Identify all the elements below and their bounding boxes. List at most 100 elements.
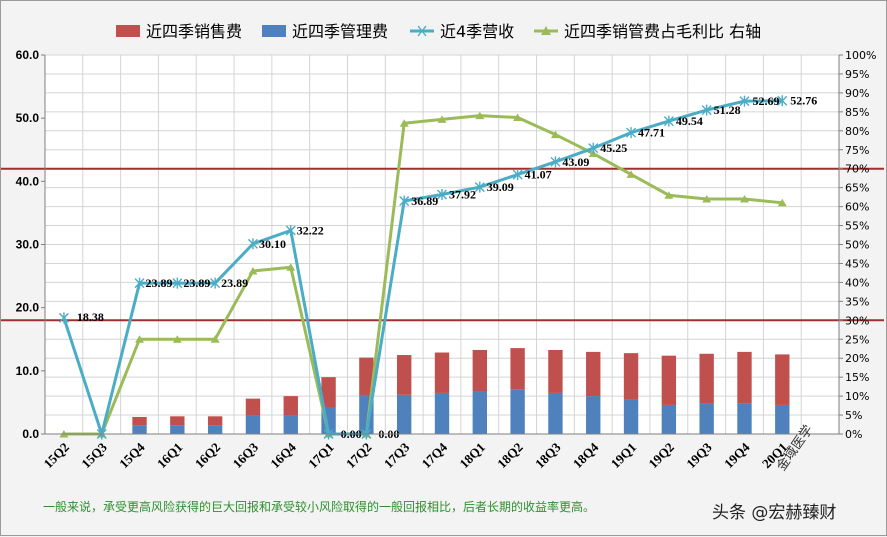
bar-admin-fee	[548, 392, 563, 434]
right-tick-label: 5%	[845, 409, 862, 422]
right-tick-label: 95%	[845, 68, 869, 81]
right-tick-label: 100%	[845, 49, 876, 62]
bar-admin-fee	[283, 415, 298, 434]
bar-sales-fee	[661, 355, 677, 405]
data-label: 30.10	[259, 237, 286, 251]
legend-swatch	[116, 25, 140, 37]
ratio-point-marker	[437, 115, 447, 123]
data-label: 37.92	[449, 187, 476, 201]
legend-label: 近四季管理费	[292, 22, 388, 41]
revenue-point-marker	[247, 238, 258, 250]
ratio-point-marker	[210, 335, 220, 343]
bar-sales-fee	[586, 351, 601, 397]
right-tick-label: 80%	[845, 125, 869, 138]
bar-admin-fee	[170, 425, 185, 434]
x-tick-label: 19Q4	[721, 439, 753, 471]
x-tick-label: 17Q4	[419, 439, 451, 471]
x-tick-label: 19Q3	[683, 439, 715, 471]
right-tick-label: 90%	[845, 87, 869, 100]
watermark: 头条 @宏赫臻财	[712, 503, 837, 523]
bar-sales-fee	[170, 416, 185, 426]
right-tick-label: 10%	[845, 390, 869, 403]
right-tick-label: 0%	[845, 428, 862, 441]
data-label: 41.07	[525, 168, 552, 182]
bar-admin-fee	[434, 392, 450, 434]
right-tick-label: 75%	[845, 144, 869, 157]
bar-sales-fee	[472, 349, 487, 392]
bar-admin-fee	[775, 404, 790, 434]
data-label: 47.71	[638, 126, 665, 140]
x-tick-label: 16Q1	[154, 440, 186, 472]
bar-sales-fee	[510, 348, 525, 390]
bar-admin-fee	[623, 399, 639, 434]
x-tick-label: 15Q2	[40, 440, 72, 472]
data-label: 45.25	[600, 141, 627, 155]
data-label: 23.89	[221, 276, 248, 290]
data-label: 23.89	[146, 276, 173, 290]
revenue-point-marker	[701, 104, 712, 116]
x-tick-label: 18Q1	[456, 440, 488, 472]
x-tick-label: 18Q4	[570, 439, 602, 471]
bar-admin-fee	[397, 394, 412, 434]
x-tick-label: 15Q4	[116, 439, 148, 471]
reference-lines	[1, 167, 884, 322]
bar-admin-fee	[132, 425, 147, 434]
left-tick-label: 50.0	[16, 111, 40, 125]
bar-sales-fee	[623, 353, 639, 400]
data-label: 18.38	[77, 310, 104, 324]
bar-sales-fee	[132, 416, 147, 426]
revenue-point-marker	[739, 95, 750, 107]
x-tick-label: 17Q1	[305, 440, 337, 472]
revenue-point-marker	[626, 127, 637, 139]
ratio-point-marker	[286, 263, 296, 271]
ratio-point-marker	[550, 130, 560, 139]
ratio-point-marker	[739, 195, 749, 203]
revenue-point-marker	[777, 95, 788, 107]
ratio-point-marker	[626, 170, 636, 178]
axes: 0.0 10.0 20.0 30.0 40.0 50.0 60.0 0% 5% 10% 15% 20%…	[16, 48, 877, 471]
bar-sales-fee	[397, 355, 412, 395]
x-tick-label: 18Q2	[494, 440, 526, 472]
ratio-point-marker	[135, 335, 145, 343]
right-tick-label: 70%	[845, 163, 869, 176]
x-tick-label: 18Q3	[532, 439, 564, 471]
x-tick-label: 16Q4	[267, 439, 299, 471]
revenue-point-marker	[210, 277, 221, 289]
revenue-point-marker	[550, 156, 561, 168]
bar-sales-fee	[283, 396, 298, 416]
bar-admin-fee	[245, 415, 261, 434]
right-tick-label: 20%	[845, 352, 869, 365]
line-cost-ratio	[63, 114, 783, 436]
right-tick-label: 50%	[845, 239, 869, 252]
right-tick-label: 15%	[845, 371, 869, 384]
footnote: 一般来说，承受更高风险获得的巨大回报和承受较小风险取得的一般回报相比，后者长期的…	[43, 500, 596, 514]
legend-label: 近四季销管费占毛利比 右轴	[564, 22, 761, 41]
revenue-point-marker	[512, 169, 523, 181]
right-tick-label: 25%	[845, 333, 869, 346]
right-tick-label: 40%	[845, 276, 869, 289]
bar-sales-fee	[434, 352, 450, 393]
revenue-point-marker	[285, 224, 296, 236]
ratio-point-marker	[399, 119, 409, 127]
left-tick-label: 0.0	[22, 427, 39, 441]
left-tick-label: 30.0	[16, 238, 40, 252]
line-revenue	[62, 99, 783, 440]
left-tick-label: 20.0	[16, 301, 40, 315]
legend-swatch	[262, 25, 286, 37]
bar-sales-fee	[548, 349, 563, 393]
bar-admin-fee	[586, 396, 601, 434]
right-tick-label: 35%	[845, 295, 869, 308]
x-tick-label: 15Q3	[78, 439, 110, 471]
ratio-point-marker	[513, 113, 523, 122]
bar-sales-fee	[699, 353, 714, 404]
x-tick-label: 16Q3	[230, 439, 262, 471]
revenue-point-marker	[474, 181, 485, 193]
legend: 近四季销售费 近四季管理费 近4季营收 近四季销管费占毛利比 右轴	[116, 22, 761, 41]
right-tick-label: 60%	[845, 201, 869, 214]
data-label: 52.69	[752, 94, 779, 108]
data-label: 39.09	[487, 180, 514, 194]
revenue-point-marker	[172, 277, 183, 289]
legend-label: 近四季销售费	[146, 22, 242, 41]
right-tick-label: 65%	[845, 182, 869, 195]
bar-series	[132, 348, 790, 434]
